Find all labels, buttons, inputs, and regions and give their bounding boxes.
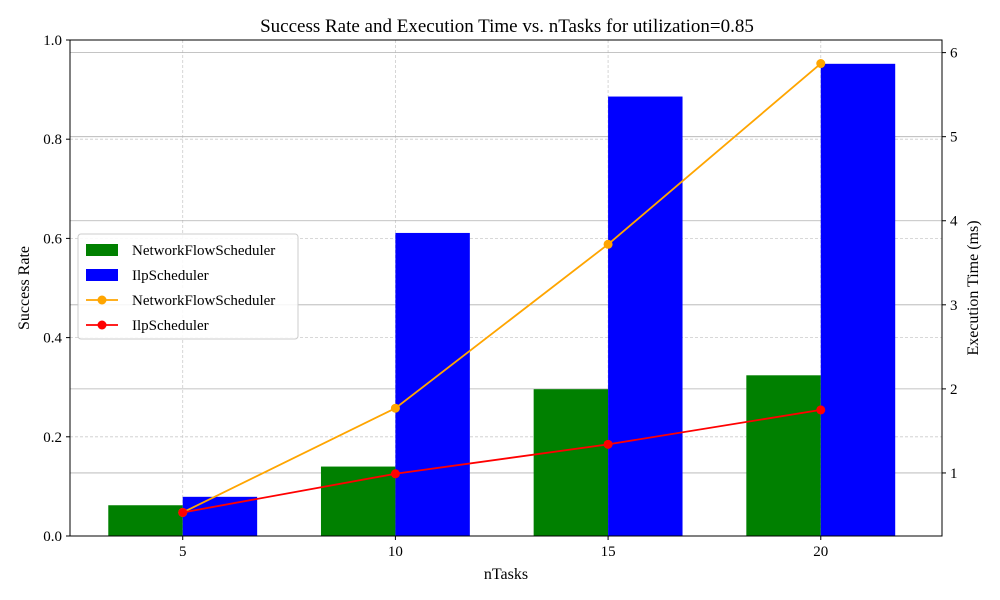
legend: NetworkFlowScheduler IlpScheduler NetworkF… xyxy=(77,233,299,340)
bar-ilpscheduler-10 xyxy=(395,232,470,536)
point-ilpscheduler-20 xyxy=(816,405,826,415)
x-tick-label: 15 xyxy=(601,544,616,560)
legend-label: IlpScheduler xyxy=(132,318,209,334)
point-networkflowscheduler-15 xyxy=(603,239,613,249)
line-ilpscheduler xyxy=(182,409,821,514)
bar-networkflowscheduler-10 xyxy=(320,466,396,536)
bars xyxy=(108,63,896,537)
y-tick-label: 0.6 xyxy=(43,231,62,247)
legend-box xyxy=(77,233,299,340)
point-ilpscheduler-5 xyxy=(178,507,188,517)
y-tick-label: 0.2 xyxy=(43,430,62,446)
y2-tick-label: 4 xyxy=(950,214,958,230)
y-tick-label: 0.8 xyxy=(43,132,62,148)
y2-axis-label: Execution Time (ms) xyxy=(965,220,982,355)
bar-networkflowscheduler-15 xyxy=(533,389,609,536)
bar-ilpscheduler-5 xyxy=(182,496,258,536)
y2-tick-label: 6 xyxy=(950,46,958,62)
x-tick-label: 5 xyxy=(179,544,187,560)
y-tick-label: 0.4 xyxy=(43,331,62,347)
legend-marker-networkflowscheduler xyxy=(97,295,107,305)
x-axis-label: nTasks xyxy=(484,566,528,583)
legend-swatch-ilpscheduler xyxy=(86,269,118,281)
y-tick-label: 1.0 xyxy=(43,33,62,49)
y2-tick-label: 3 xyxy=(950,298,958,314)
bar-networkflowscheduler-20 xyxy=(746,375,821,536)
line-networkflowscheduler xyxy=(182,62,822,514)
bar-ilpscheduler-15 xyxy=(608,96,683,536)
point-ilpscheduler-10 xyxy=(390,469,400,479)
bar-networkflowscheduler-5 xyxy=(108,505,183,536)
y2-tick-label: 1 xyxy=(950,466,958,482)
legend-marker-ilpscheduler xyxy=(97,320,107,330)
plot-frame xyxy=(69,39,943,537)
legend-label: NetworkFlowScheduler xyxy=(132,293,275,309)
y2-tick-label: 5 xyxy=(950,130,958,146)
legend-label: IlpScheduler xyxy=(132,268,209,284)
chart-title: Success Rate and Execution Time vs. nTas… xyxy=(260,16,754,37)
legend-label: NetworkFlowScheduler xyxy=(132,243,275,259)
y2-tick-label: 2 xyxy=(950,382,958,398)
x-tick-label: 20 xyxy=(813,544,828,560)
legend-swatch-networkflowscheduler xyxy=(86,244,118,256)
point-networkflowscheduler-20 xyxy=(816,59,826,69)
bar-ilpscheduler-20 xyxy=(820,63,896,537)
point-networkflowscheduler-10 xyxy=(390,403,400,413)
y-tick-label: 0.0 xyxy=(43,529,62,545)
lines xyxy=(178,59,826,517)
x-tick-label: 10 xyxy=(388,544,403,560)
y-axis-label: Success Rate xyxy=(16,246,33,330)
point-ilpscheduler-15 xyxy=(603,439,613,449)
axes: 0.0 0.2 0.4 0.6 0.8 1.0 1 2 3 4 5 6 5 10 15 20 xyxy=(43,33,958,560)
